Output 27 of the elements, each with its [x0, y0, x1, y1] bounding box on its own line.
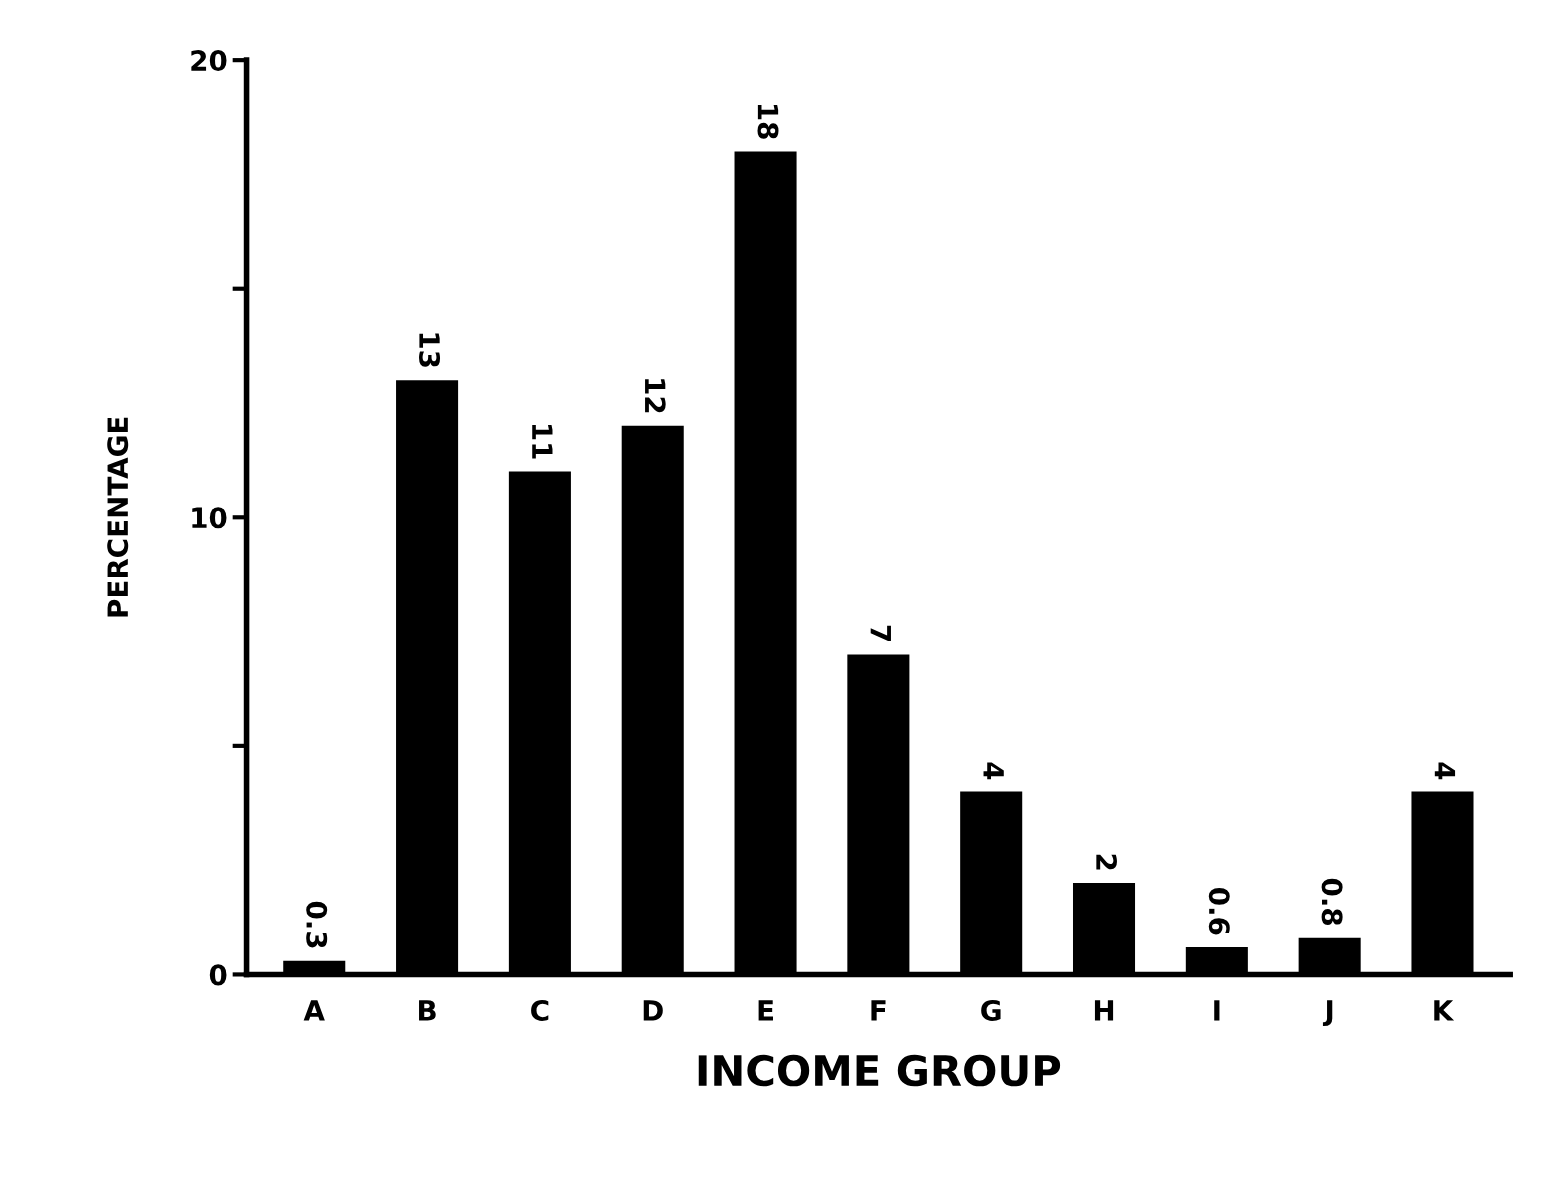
data-label: 4 [1434, 762, 1456, 780]
data-label: 13 [419, 333, 441, 367]
data-label: 0.8 [1321, 878, 1343, 926]
x-tick-label: F [871, 1000, 886, 1021]
data-label: 18 [757, 104, 779, 139]
x-tick-label: K [1434, 1000, 1455, 1021]
data-label: 7 [870, 625, 891, 642]
data-label: 0.6 [1208, 888, 1230, 935]
x-tick-label: D [643, 1000, 663, 1021]
x-tick-label: C [531, 999, 549, 1021]
y-axis-title: PERCENTAGE [107, 417, 129, 617]
x-tick-label: I [1214, 1000, 1220, 1021]
x-axis-title: INCOME GROUP [698, 1054, 1061, 1087]
data-label: 11 [532, 424, 553, 459]
x-tick-label: E [758, 1000, 773, 1021]
x-tick-label: J [1322, 1000, 1333, 1027]
x-tick-label: A [303, 1000, 325, 1021]
x-tick-label: B [419, 1000, 436, 1021]
y-tick-label: 20 [191, 50, 227, 72]
x-tick-label: H [1094, 1000, 1114, 1021]
data-label: 12 [645, 379, 666, 413]
y-tick-label: 0 [209, 964, 227, 986]
data-label: 4 [983, 762, 1004, 780]
data-label: 0.3 [306, 901, 328, 948]
data-label: 2 [1096, 854, 1117, 870]
y-tick-label: 10 [192, 507, 227, 529]
x-tick-label: G [981, 999, 1001, 1021]
